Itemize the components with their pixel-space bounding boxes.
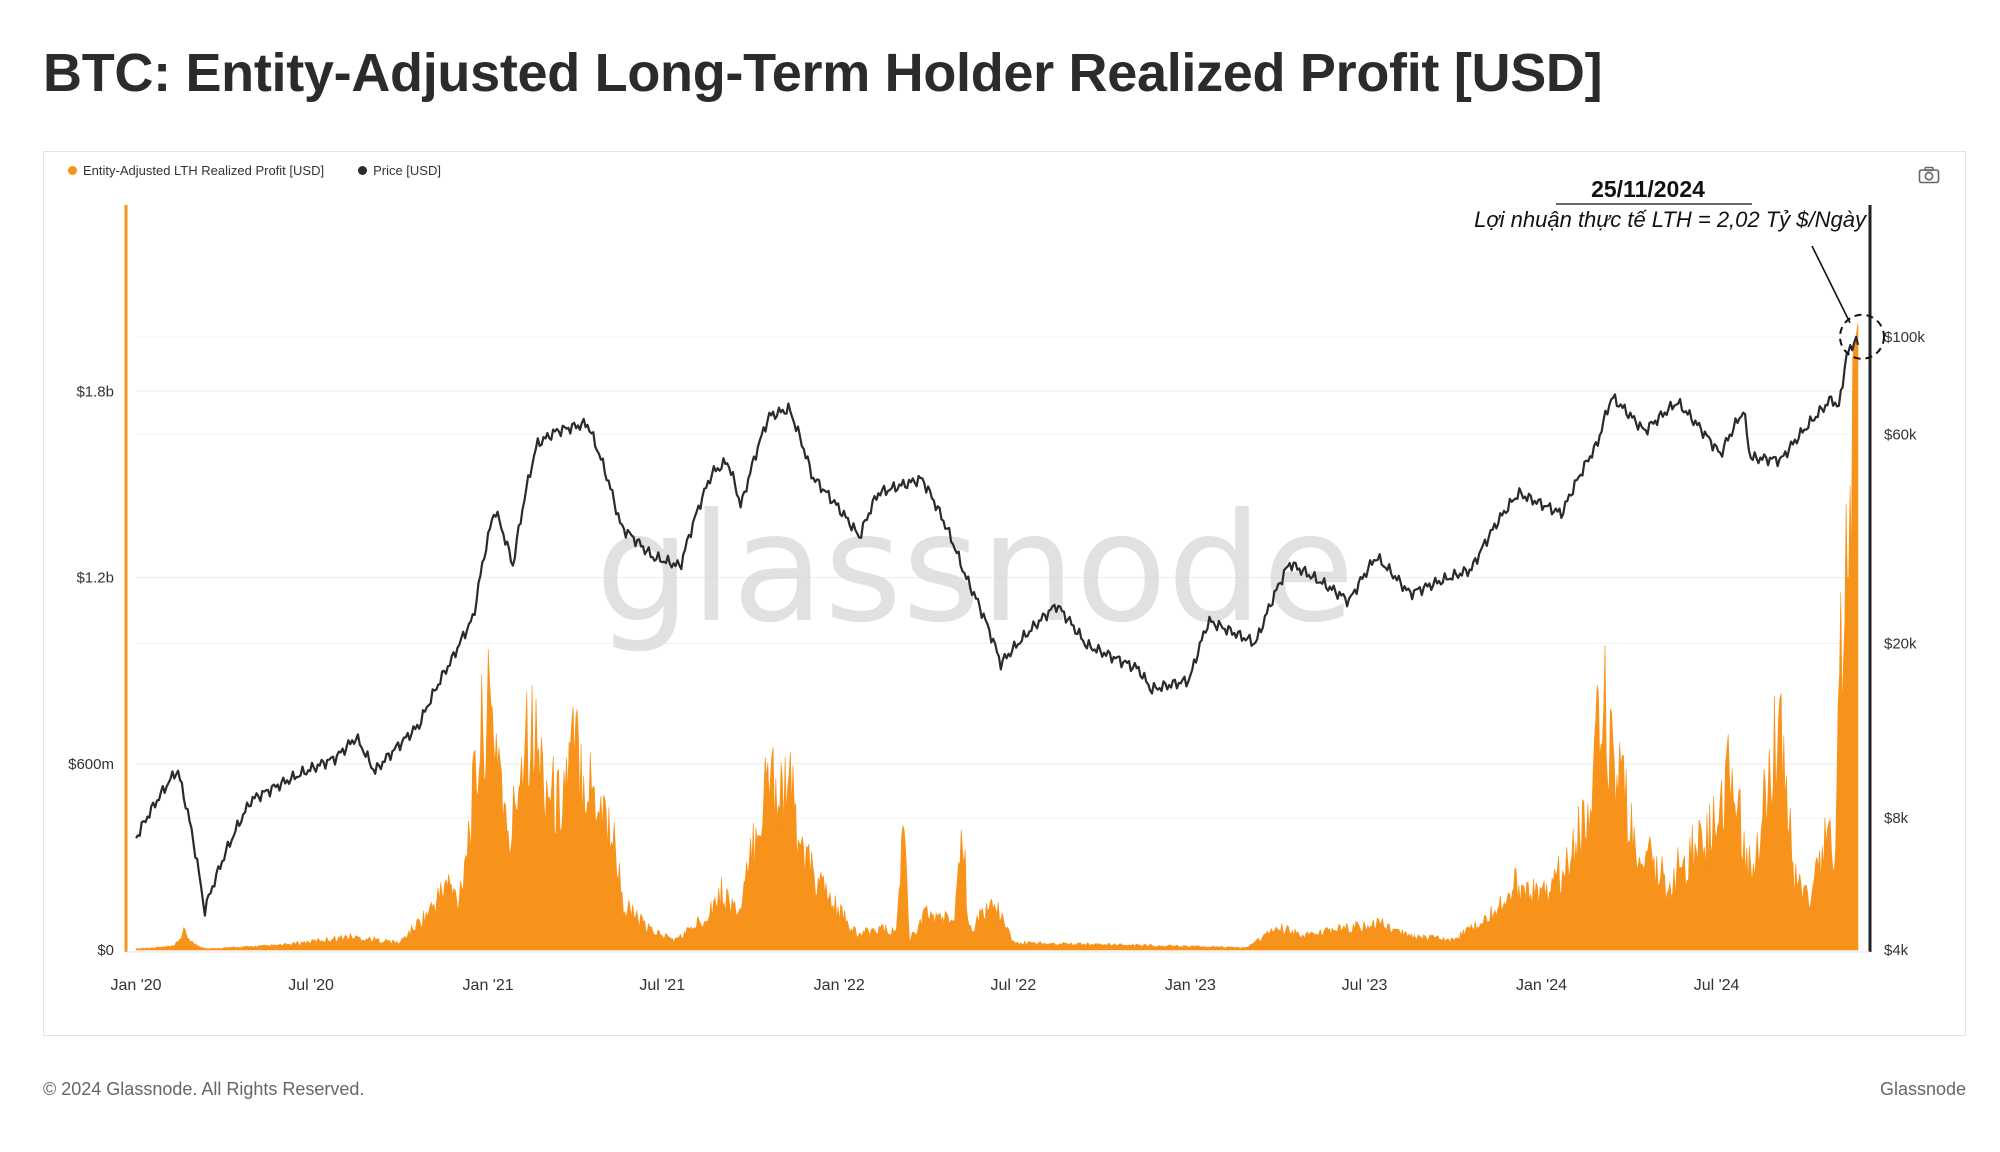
brand-text: Glassnode	[1879, 1079, 1966, 1099]
legend-label-price: Price [USD]	[373, 163, 441, 178]
camera-icon[interactable]	[1918, 166, 1940, 184]
legend-item-profit[interactable]: Entity-Adjusted LTH Realized Profit [USD…	[68, 163, 324, 178]
x-tick-label: Jan '23	[1165, 977, 1216, 994]
y-right-tick-label: $20k	[1884, 636, 1917, 653]
x-tick-label: Jan '20	[110, 977, 161, 994]
y-right-tick-label: $60k	[1884, 426, 1917, 443]
legend-item-price[interactable]: Price [USD]	[358, 163, 441, 178]
x-tick-label: Jul '21	[639, 977, 685, 994]
y-left-tick-label: $1.8b	[76, 383, 114, 400]
y-right-tick-label: $8k	[1884, 810, 1909, 827]
page-title: BTC: Entity-Adjusted Long-Term Holder Re…	[43, 43, 1603, 103]
legend: Entity-Adjusted LTH Realized Profit [USD…	[68, 163, 441, 178]
x-tick-label: Jul '24	[1694, 977, 1740, 994]
annotation-circle	[1839, 313, 1885, 360]
legend-label-profit: Entity-Adjusted LTH Realized Profit [USD…	[83, 163, 325, 178]
x-tick-label: Jan '24	[1516, 977, 1567, 994]
x-tick-label: Jul '23	[1342, 977, 1388, 994]
x-tick-label: Jul '22	[990, 977, 1036, 994]
annotation-text: Lợi nhuận thực tế LTH = 2,02 Tỷ $/Ngày	[1474, 207, 1866, 232]
x-tick-label: Jan '22	[814, 977, 865, 994]
y-left-tick-label: $0	[97, 942, 114, 959]
legend-dot-price	[358, 166, 368, 175]
y-right-tick-label: $100k	[1884, 329, 1925, 346]
legend-dot-profit	[68, 166, 77, 175]
x-tick-label: Jul '20	[288, 977, 334, 994]
copyright-text: © 2024 Glassnode. All Rights Reserved.	[43, 1079, 365, 1099]
watermark-text: glassnode	[595, 482, 1354, 656]
x-tick-label: Jan '21	[463, 977, 514, 994]
price-line	[135, 335, 1860, 917]
y-left-tick-label: $1.2b	[76, 570, 114, 587]
y-right-tick-label: $4k	[1884, 942, 1909, 959]
profit-area	[135, 322, 1859, 951]
annotation-pointer-line	[1811, 245, 1851, 324]
y-left-tick-label: $600m	[68, 756, 114, 773]
annotation-date: 25/11/2024	[1591, 176, 1705, 202]
